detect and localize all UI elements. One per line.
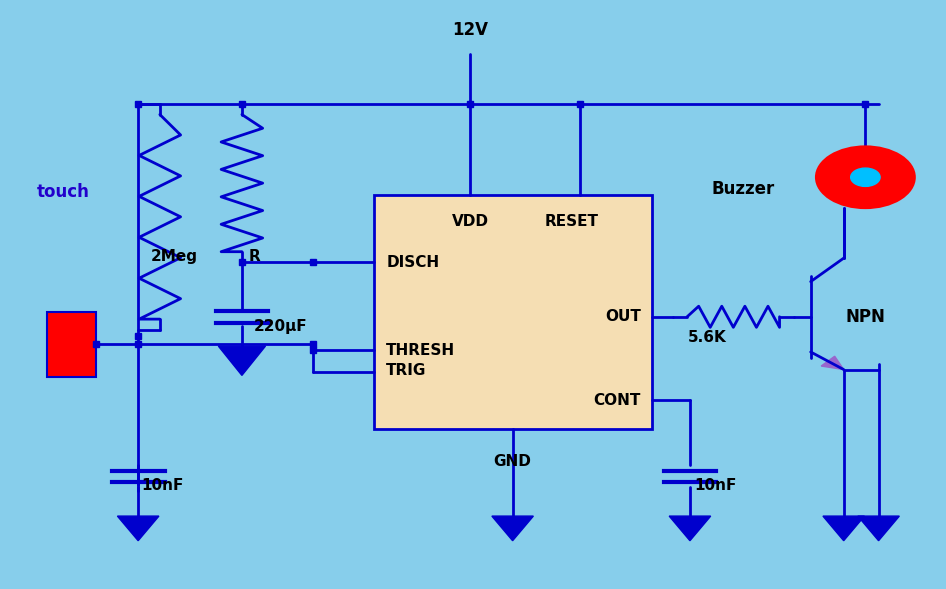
Text: 10nF: 10nF (141, 478, 184, 492)
Text: touch: touch (36, 183, 89, 201)
Text: NPN: NPN (846, 308, 885, 326)
Text: RESET: RESET (545, 214, 599, 229)
Text: DISCH: DISCH (386, 255, 439, 270)
Circle shape (850, 168, 880, 186)
Text: Buzzer: Buzzer (711, 180, 775, 198)
Circle shape (816, 147, 915, 208)
Polygon shape (821, 356, 844, 369)
Text: OUT: OUT (605, 309, 640, 325)
Polygon shape (117, 516, 159, 541)
Text: CONT: CONT (593, 392, 640, 408)
Text: 5.6K: 5.6K (688, 330, 727, 345)
Text: VDD: VDD (451, 214, 489, 229)
Text: 2Meg: 2Meg (150, 249, 198, 264)
Text: GND: GND (494, 454, 532, 469)
Polygon shape (858, 516, 900, 541)
Text: R: R (249, 249, 260, 264)
Text: 10nF: 10nF (694, 478, 737, 492)
Text: 12V: 12V (452, 21, 488, 39)
Text: 220μF: 220μF (254, 319, 307, 334)
Text: TRIG: TRIG (386, 363, 427, 378)
Polygon shape (219, 346, 266, 375)
Polygon shape (492, 516, 534, 541)
Bar (46, 312, 96, 376)
Bar (374, 195, 652, 429)
Polygon shape (669, 516, 710, 541)
Polygon shape (823, 516, 865, 541)
Text: THRESH: THRESH (386, 343, 455, 358)
